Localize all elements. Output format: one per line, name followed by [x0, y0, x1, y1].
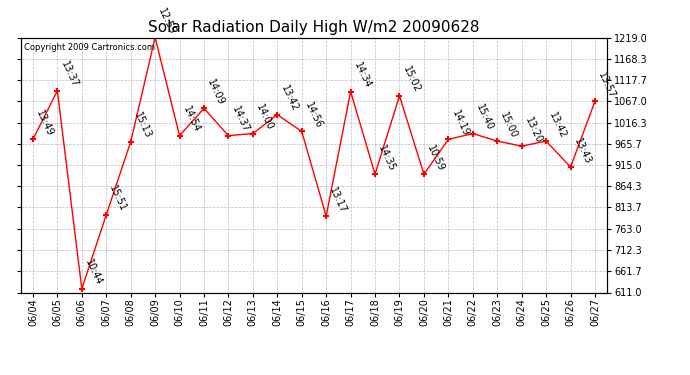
Text: 13:42: 13:42	[279, 84, 299, 113]
Text: 15:40: 15:40	[474, 103, 495, 132]
Text: 14:54: 14:54	[181, 105, 201, 134]
Text: 15:02: 15:02	[401, 65, 422, 94]
Text: 14:37: 14:37	[230, 105, 250, 134]
Title: Solar Radiation Daily High W/m2 20090628: Solar Radiation Daily High W/m2 20090628	[148, 20, 480, 35]
Text: 14:35: 14:35	[377, 143, 397, 173]
Text: 15:00: 15:00	[499, 110, 520, 140]
Text: 14:56: 14:56	[303, 100, 324, 130]
Text: 10:59: 10:59	[425, 143, 446, 173]
Text: Copyright 2009 Cartronics.com: Copyright 2009 Cartronics.com	[23, 43, 155, 52]
Text: 10:44: 10:44	[83, 258, 104, 287]
Text: 13:37: 13:37	[59, 60, 79, 89]
Text: 12:55: 12:55	[157, 6, 177, 36]
Text: 13:49: 13:49	[34, 109, 55, 138]
Text: 13:43: 13:43	[572, 136, 593, 166]
Text: 13:20: 13:20	[523, 115, 544, 145]
Text: 15:13: 15:13	[132, 111, 153, 141]
Text: 14:09: 14:09	[206, 78, 226, 107]
Text: 15:51: 15:51	[108, 184, 128, 213]
Text: 14:34: 14:34	[352, 61, 373, 90]
Text: 13:17: 13:17	[328, 185, 348, 215]
Text: 14:19: 14:19	[450, 109, 471, 138]
Text: 13:42: 13:42	[547, 110, 569, 140]
Text: 14:00: 14:00	[254, 103, 275, 132]
Text: 13:57: 13:57	[596, 70, 618, 100]
